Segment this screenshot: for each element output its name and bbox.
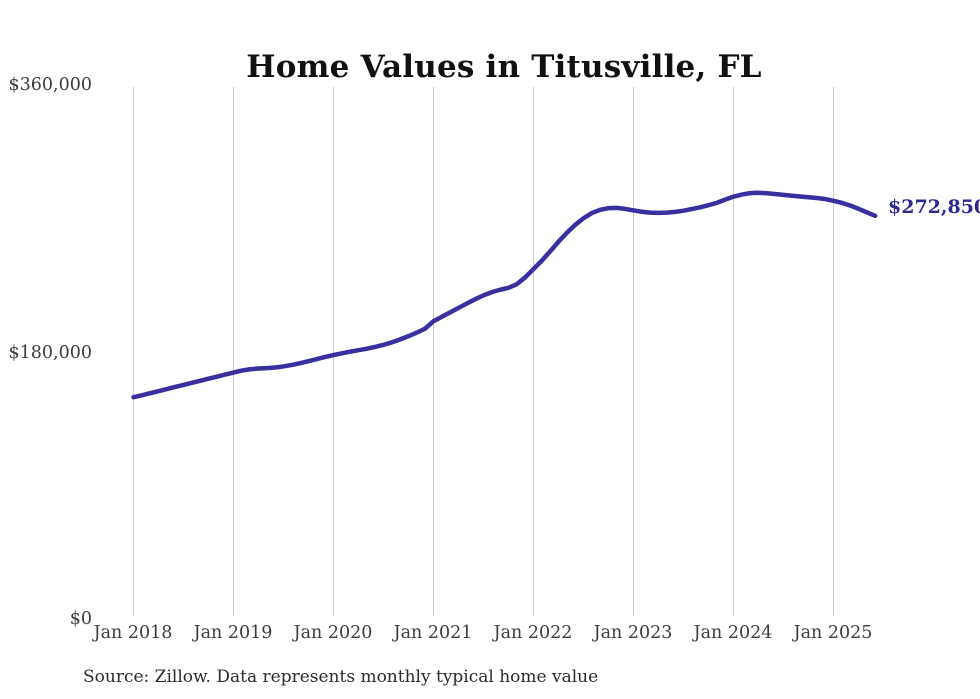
source-note: Source: Zillow. Data represents monthly … [83, 667, 599, 687]
y-axis-tick-360000: $360,000 [8, 75, 92, 95]
x-axis-tick-jan-2025: Jan 2025 [793, 623, 873, 643]
x-axis-tick-jan-2019: Jan 2019 [193, 623, 273, 643]
y-axis-tick-0: $0 [69, 609, 92, 629]
x-axis-tick-jan-2020: Jan 2020 [293, 623, 373, 643]
x-axis-tick-jan-2024: Jan 2024 [693, 623, 773, 643]
latest-value-label: $272,850 [888, 196, 980, 218]
home-value-line [131, 190, 878, 400]
x-axis-tick-jan-2023: Jan 2023 [593, 623, 673, 643]
x-axis-tick-jan-2021: Jan 2021 [393, 623, 473, 643]
chart-title: Home Values in Titusville, FL [246, 48, 762, 85]
y-axis-tick-180000: $180,000 [8, 343, 92, 363]
x-axis-tick-jan-2018: Jan 2018 [93, 623, 173, 643]
x-axis-tick-jan-2022: Jan 2022 [493, 623, 573, 643]
